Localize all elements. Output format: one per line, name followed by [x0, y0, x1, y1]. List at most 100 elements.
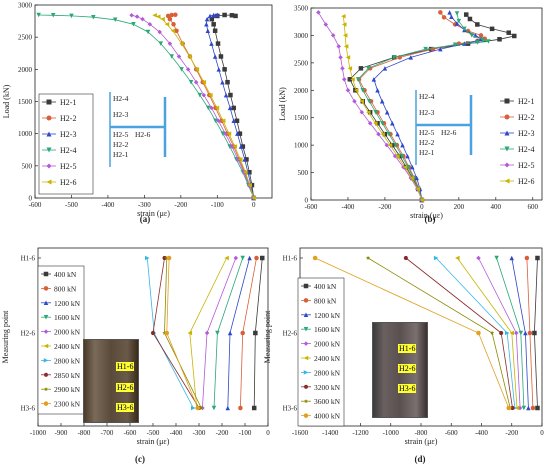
gauge-label-h2-2: H2-2 — [113, 140, 129, 149]
series-line — [154, 14, 255, 199]
data-point — [160, 16, 165, 22]
data-point — [408, 55, 414, 60]
data-point — [530, 405, 536, 411]
series-line — [342, 16, 423, 201]
data-point — [399, 153, 405, 159]
x-tick-label: -200 — [216, 429, 229, 437]
data-point — [454, 21, 460, 26]
data-point — [340, 66, 345, 71]
y-axis-label: Measuring point — [1, 310, 10, 363]
data-point — [220, 131, 226, 136]
data-point — [215, 41, 221, 46]
data-point — [341, 13, 346, 19]
data-point — [433, 255, 439, 261]
data-point — [409, 175, 414, 181]
x-tick-label: -1600 — [292, 429, 309, 437]
data-point — [506, 405, 511, 411]
legend: 400 kN 800 kN 1200 kN 1600 kN 2000 kN 2400 kN… — [37, 265, 85, 415]
x-tick-label: -400 — [342, 203, 355, 211]
gauge-label-h2-4: H2-4 — [113, 94, 129, 103]
data-point — [169, 12, 174, 18]
series-h2-5 — [316, 10, 425, 203]
data-point — [338, 55, 343, 60]
legend-marker — [504, 114, 510, 120]
data-point — [150, 331, 156, 335]
data-point — [360, 88, 365, 93]
x-tick-label: 0 — [420, 203, 424, 211]
data-point — [366, 109, 371, 115]
legend-marker — [504, 98, 510, 104]
data-point — [386, 131, 392, 137]
data-point — [215, 330, 220, 336]
legend-entry: 1200 kN — [54, 299, 81, 308]
data-point — [233, 13, 238, 19]
data-point — [193, 79, 199, 85]
data-point — [225, 405, 230, 411]
series-2000-kn — [200, 255, 239, 411]
x-tick-label: -1200 — [352, 429, 369, 437]
data-point — [225, 79, 230, 85]
x-tick-label: -600 — [29, 201, 42, 209]
data-point — [345, 88, 351, 93]
series-line — [152, 257, 200, 409]
legend-marker — [504, 178, 510, 184]
series-line — [373, 12, 482, 201]
legend-entry-h2-4: H2-4 — [60, 146, 76, 155]
data-point — [244, 157, 249, 162]
legend-entry: 2300 kN — [54, 400, 81, 409]
y-tick-label: 1000 — [294, 142, 309, 150]
series-2850-kn — [150, 256, 202, 410]
data-point — [234, 118, 240, 124]
data-point — [527, 330, 533, 336]
series-2400-kn — [455, 255, 520, 411]
data-point — [384, 142, 390, 148]
legend-marker — [303, 298, 309, 303]
legend-marker — [46, 131, 52, 137]
legend-entry: 2000 kN — [314, 340, 341, 349]
x-tick-label: -200 — [174, 201, 187, 209]
y-tick-label: 2500 — [18, 34, 33, 42]
photo-d-label-h2: H2-6 — [398, 364, 417, 373]
y-tick-label: 3000 — [294, 32, 309, 40]
series-h2-3 — [371, 10, 484, 203]
data-point — [384, 109, 390, 115]
legend: 400 kN 800 kN 1200 kN 1600 kN 2000 kN 2400 kN… — [297, 277, 345, 427]
data-point — [129, 13, 134, 18]
data-point — [36, 12, 41, 18]
data-point — [187, 330, 193, 336]
chart-b: -600 -400 -200 0 200 400 600 0 500 1000 1500 2000 25… — [278, 5, 543, 224]
data-point — [247, 170, 252, 175]
data-point — [173, 12, 178, 18]
series-h2-2 — [356, 10, 487, 203]
series-line — [164, 257, 202, 409]
chart-a: -600 -500 -400 -300 -200 -100 0 0 500 1000 1500 200… — [2, 2, 273, 224]
x-tick-label: -200 — [378, 203, 391, 211]
data-point — [170, 28, 176, 33]
data-point — [380, 131, 385, 137]
data-point — [350, 77, 355, 82]
data-point — [509, 255, 514, 261]
data-point — [330, 33, 336, 38]
data-point — [478, 33, 484, 38]
series-line — [358, 12, 486, 201]
data-point — [233, 255, 239, 261]
legend-marker — [43, 314, 49, 320]
series-4000-kn — [312, 255, 511, 411]
x-tick-label: -600 — [124, 429, 137, 437]
data-point — [253, 330, 258, 336]
data-point — [209, 41, 214, 46]
legend-marker — [43, 372, 49, 377]
data-point — [454, 11, 460, 16]
data-point — [205, 28, 211, 33]
data-point — [347, 66, 353, 71]
y-tick-label: H2-6 — [283, 330, 298, 338]
series-line — [318, 12, 423, 201]
data-point — [498, 331, 504, 335]
data-point — [387, 142, 393, 148]
data-point — [455, 255, 460, 261]
data-point — [449, 14, 454, 20]
chart-d: -1600 -1400 -1200 -1000 -800 -600 -400 -200 0 H3-… — [263, 247, 544, 464]
data-point — [201, 92, 207, 98]
data-point — [227, 330, 233, 336]
data-point — [164, 22, 170, 27]
